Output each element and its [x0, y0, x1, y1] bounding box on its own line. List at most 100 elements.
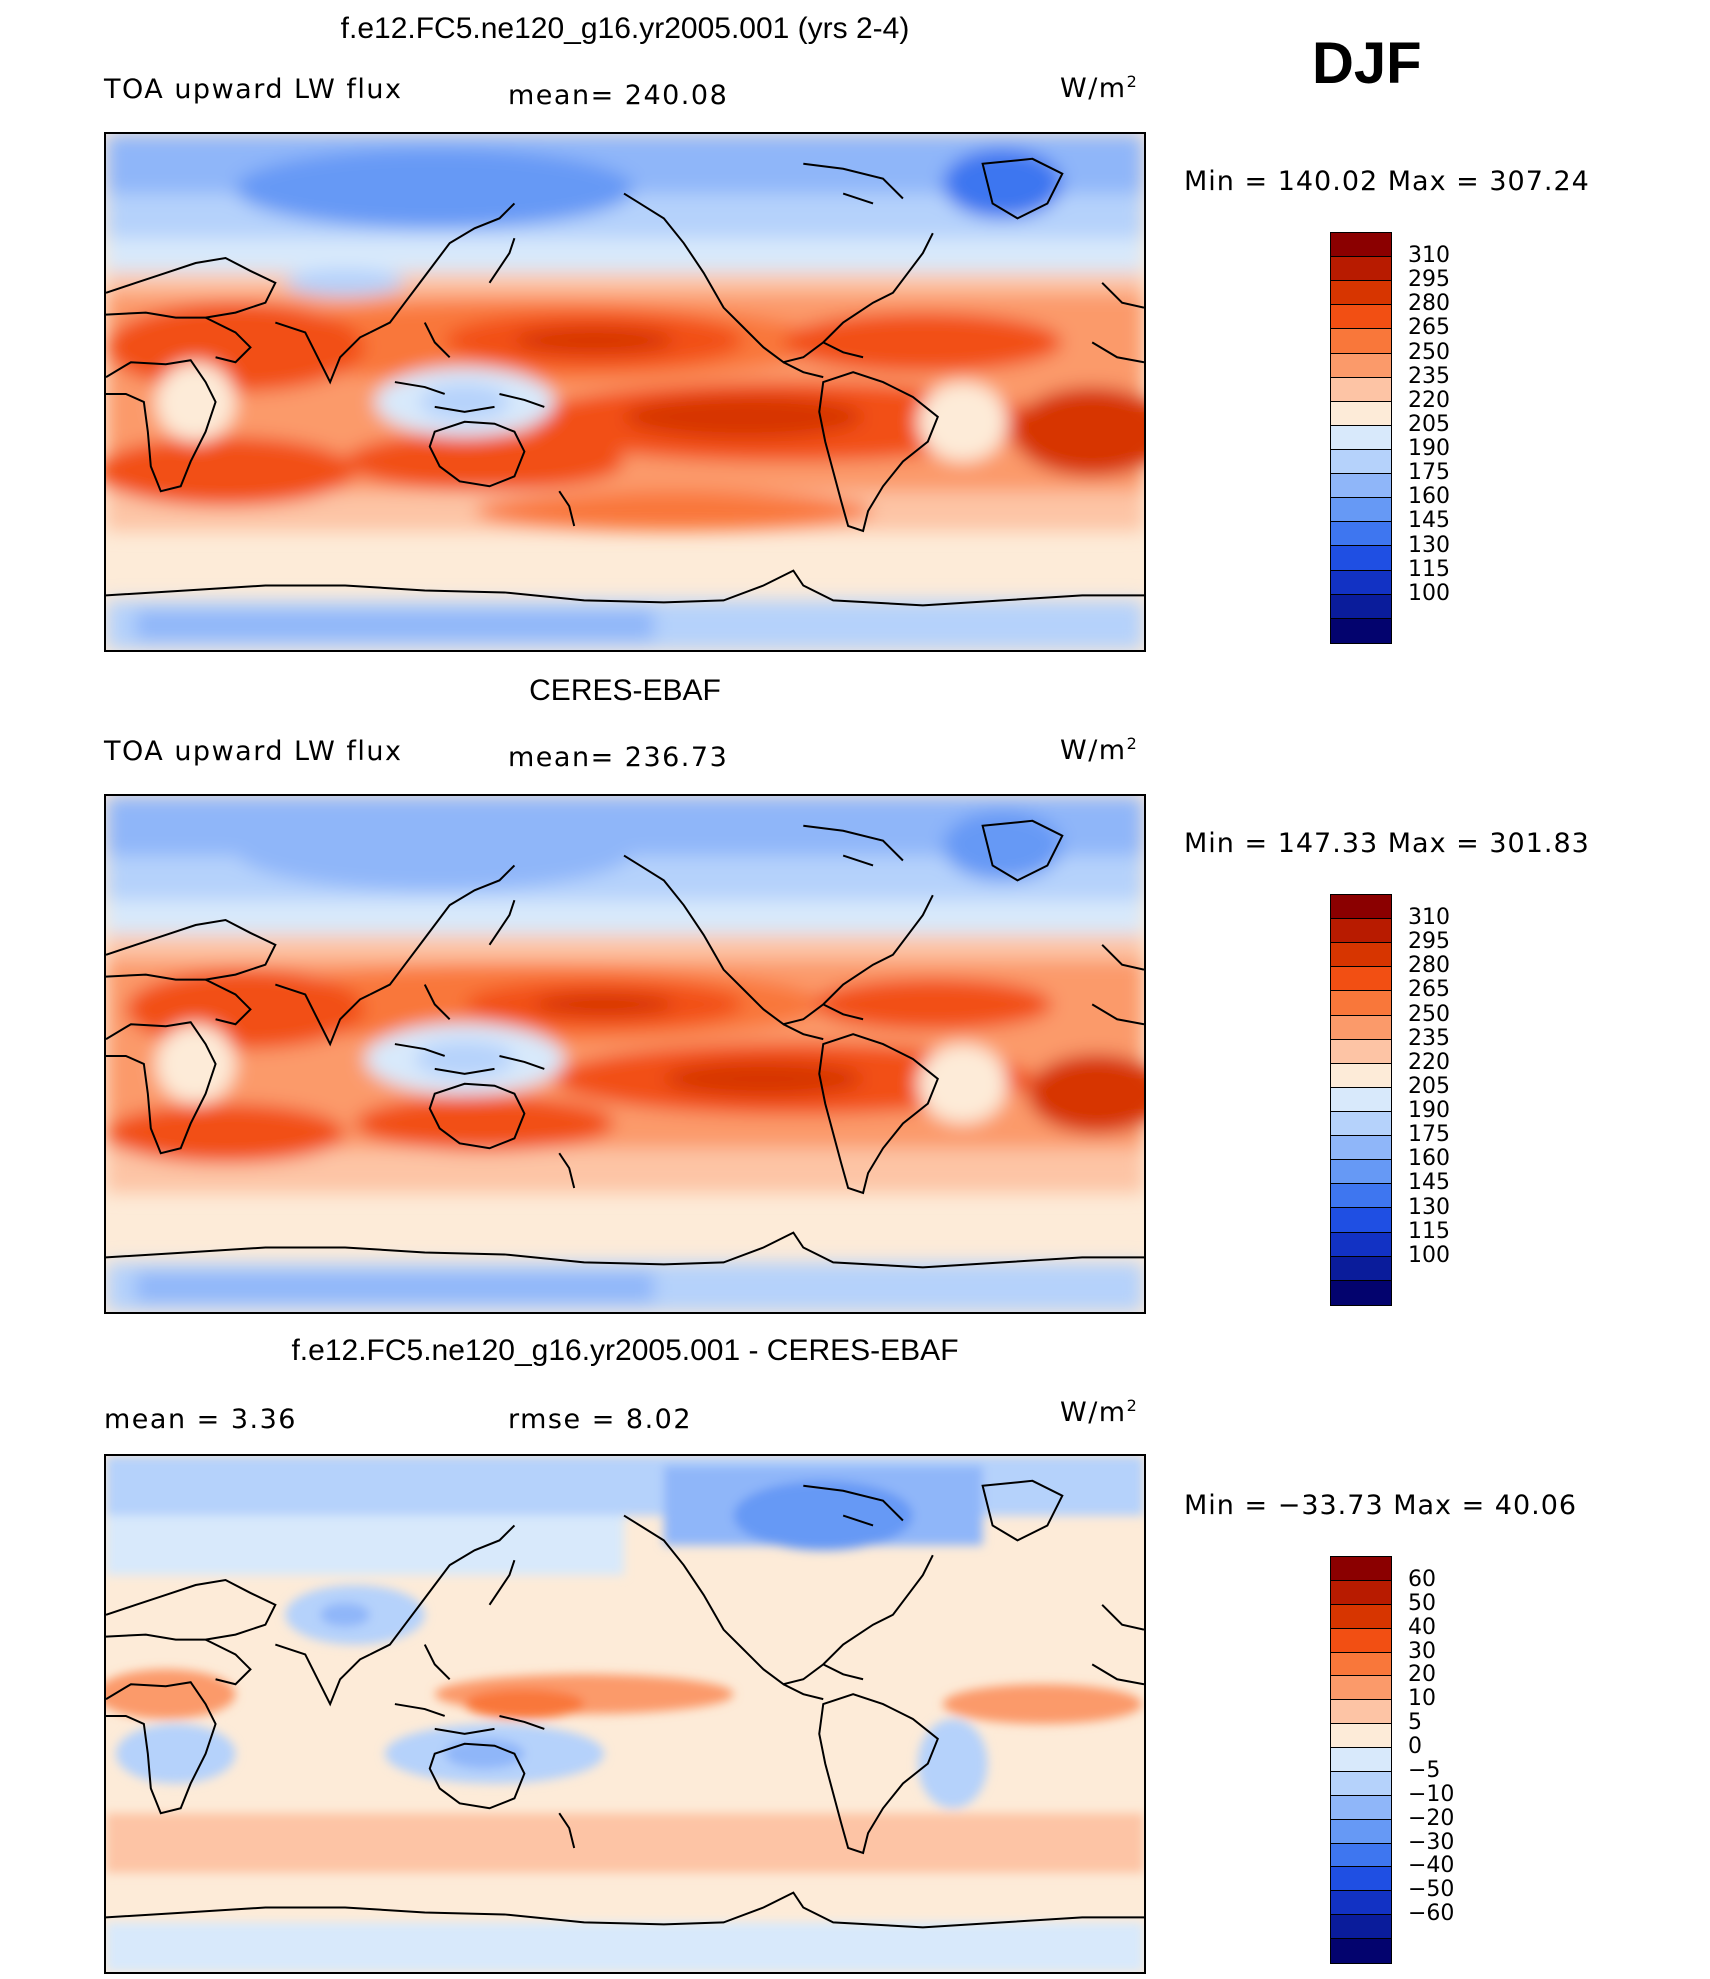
- colorbar-tick-label: 250: [1408, 1001, 1450, 1027]
- colorbar-swatch: [1331, 353, 1391, 378]
- colorbar-swatch: [1331, 1232, 1391, 1257]
- colorbar-swatch: [1331, 377, 1391, 402]
- colorbar-tick-label: 250: [1408, 339, 1450, 365]
- colorbar-tick-label: 50: [1408, 1590, 1436, 1616]
- panel-3-units: W/m2: [1060, 1396, 1137, 1428]
- colorbar-swatch: [1331, 257, 1391, 282]
- colorbar-tick-label: 235: [1408, 363, 1450, 389]
- colorbar-swatch: [1331, 1280, 1391, 1305]
- panel-3-title: f.e12.FC5.ne120_g16.yr2005.001 - CERES-E…: [291, 1334, 959, 1367]
- colorbar-swatch: [1331, 401, 1391, 426]
- colorbar-tick-label: 100: [1408, 1242, 1450, 1268]
- colorbar-tick-label: 175: [1408, 1122, 1450, 1148]
- colorbar-swatch: [1331, 919, 1391, 944]
- colorbar-swatch: [1331, 1063, 1391, 1088]
- colorbar-tick-label: 30: [1408, 1638, 1436, 1664]
- colorbar-tick-label: 280: [1408, 291, 1450, 317]
- colorbar-tick-label: 190: [1408, 436, 1450, 462]
- panel-3-center-label: rmse = 8.02: [508, 1404, 693, 1435]
- colorbar-tick-label: 40: [1408, 1614, 1436, 1640]
- colorbar-tick-label: 175: [1408, 460, 1450, 486]
- panel-1-minmax: Min = 140.02 Max = 307.24: [1184, 166, 1590, 197]
- panel-1-units: W/m2: [1060, 72, 1137, 104]
- colorbar-swatch: [1331, 943, 1391, 968]
- colorbar-swatch: [1331, 1136, 1391, 1161]
- panel-3-minmax: Min = −33.73 Max = 40.06: [1184, 1490, 1578, 1521]
- colorbar-tick-label: 130: [1408, 532, 1450, 558]
- colorbar-tick-label: 205: [1408, 1073, 1450, 1099]
- colorbar-swatch: [1331, 1867, 1391, 1892]
- colorbar-swatch: [1331, 967, 1391, 992]
- colorbar-swatch: [1331, 281, 1391, 306]
- colorbar-tick-label: 295: [1408, 267, 1450, 293]
- colorbar-swatch: [1331, 1160, 1391, 1185]
- colorbar-tick-label: −60: [1408, 1901, 1455, 1927]
- colorbar-swatch: [1331, 1087, 1391, 1112]
- colorbar-swatch: [1331, 1208, 1391, 1233]
- panel-2-left-label: TOA upward LW flux: [104, 736, 403, 767]
- colorbar-swatch: [1331, 895, 1391, 920]
- colorbar-tick-label: 310: [1408, 905, 1450, 931]
- colorbar-swatch: [1331, 618, 1391, 643]
- colorbar-tick-label: 10: [1408, 1686, 1436, 1712]
- colorbar-tick-label: 220: [1408, 387, 1450, 413]
- panel-3-colorbar: [1330, 1556, 1392, 1964]
- colorbar-swatch: [1331, 1700, 1391, 1725]
- colorbar-tick-label: −5: [1408, 1757, 1441, 1783]
- panel-3-map-canvas: [106, 1456, 1144, 1972]
- colorbar-tick-label: 295: [1408, 929, 1450, 955]
- panel-1-colorbar: [1330, 232, 1392, 644]
- colorbar-tick-label: 160: [1408, 1146, 1450, 1172]
- colorbar-tick-label: 130: [1408, 1194, 1450, 1220]
- panel-1-map: [104, 132, 1146, 652]
- colorbar-swatch: [1331, 570, 1391, 595]
- colorbar-swatch: [1331, 1256, 1391, 1281]
- panel-1-map-canvas: [106, 134, 1144, 650]
- colorbar-swatch: [1331, 1915, 1391, 1939]
- colorbar-tick-label: 145: [1408, 508, 1450, 534]
- colorbar-swatch: [1331, 449, 1391, 475]
- colorbar-tick-label: 265: [1408, 315, 1450, 341]
- colorbar-tick-label: −20: [1408, 1805, 1455, 1831]
- colorbar-tick-label: −10: [1408, 1781, 1455, 1807]
- colorbar-swatch: [1331, 1771, 1391, 1796]
- colorbar-swatch: [1331, 1819, 1391, 1844]
- colorbar-swatch: [1331, 1111, 1391, 1137]
- panel-2-center-label: mean= 236.73: [508, 742, 729, 773]
- colorbar-swatch: [1331, 594, 1391, 619]
- colorbar-tick-label: 60: [1408, 1566, 1436, 1592]
- panel-1-center-label: mean= 240.08: [508, 80, 729, 111]
- colorbar-tick-label: −40: [1408, 1853, 1455, 1879]
- colorbar-swatch: [1331, 1891, 1391, 1916]
- colorbar-swatch: [1331, 1015, 1391, 1040]
- colorbar-swatch: [1331, 233, 1391, 258]
- colorbar-tick-label: −30: [1408, 1829, 1455, 1855]
- colorbar-tick-label: 265: [1408, 977, 1450, 1003]
- colorbar-swatch: [1331, 1604, 1391, 1629]
- colorbar-swatch: [1331, 1748, 1391, 1772]
- colorbar-tick-label: 145: [1408, 1170, 1450, 1196]
- panel-1-title: f.e12.FC5.ne120_g16.yr2005.001 (yrs 2-4): [340, 12, 910, 45]
- colorbar-swatch: [1331, 1628, 1391, 1653]
- colorbar-tick-label: 205: [1408, 411, 1450, 437]
- colorbar-swatch: [1331, 991, 1391, 1016]
- colorbar-swatch: [1331, 522, 1391, 547]
- colorbar-tick-label: 310: [1408, 243, 1450, 269]
- colorbar-swatch: [1331, 474, 1391, 499]
- colorbar-tick-label: 160: [1408, 484, 1450, 510]
- colorbar-tick-label: 115: [1408, 1218, 1450, 1244]
- panel-2-title: CERES-EBAF: [529, 674, 721, 707]
- colorbar-swatch: [1331, 1557, 1391, 1581]
- colorbar-tick-label: 220: [1408, 1049, 1450, 1075]
- colorbar-swatch: [1331, 1676, 1391, 1701]
- colorbar-tick-label: 100: [1408, 580, 1450, 606]
- colorbar-swatch: [1331, 1184, 1391, 1209]
- colorbar-swatch: [1331, 329, 1391, 354]
- colorbar-tick-label: 5: [1408, 1710, 1422, 1736]
- colorbar-tick-label: 20: [1408, 1662, 1436, 1688]
- colorbar-swatch: [1331, 1939, 1391, 1963]
- panel-2-units: W/m2: [1060, 734, 1137, 766]
- colorbar-tick-label: 0: [1408, 1734, 1422, 1760]
- colorbar-swatch: [1331, 305, 1391, 330]
- panel-2-minmax: Min = 147.33 Max = 301.83: [1184, 828, 1590, 859]
